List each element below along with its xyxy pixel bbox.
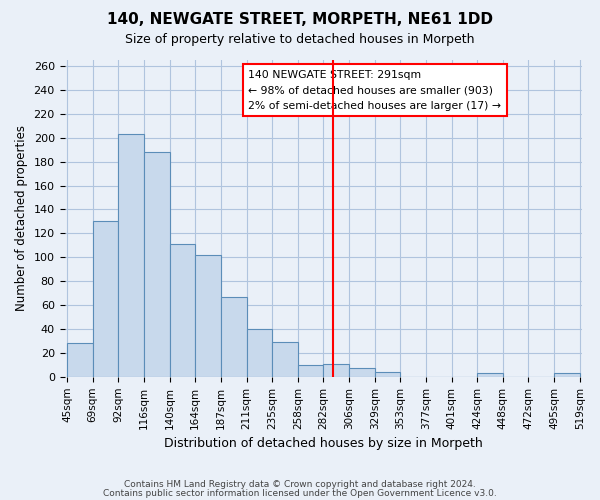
- Bar: [170, 244, 195, 377]
- Bar: [247, 329, 272, 377]
- Bar: [221, 296, 247, 377]
- Bar: [477, 373, 503, 377]
- Bar: [298, 365, 323, 377]
- Text: Contains public sector information licensed under the Open Government Licence v3: Contains public sector information licen…: [103, 489, 497, 498]
- X-axis label: Distribution of detached houses by size in Morpeth: Distribution of detached houses by size …: [164, 437, 483, 450]
- Text: Contains HM Land Registry data © Crown copyright and database right 2024.: Contains HM Land Registry data © Crown c…: [124, 480, 476, 489]
- Text: 140, NEWGATE STREET, MORPETH, NE61 1DD: 140, NEWGATE STREET, MORPETH, NE61 1DD: [107, 12, 493, 28]
- Text: 140 NEWGATE STREET: 291sqm
← 98% of detached houses are smaller (903)
2% of semi: 140 NEWGATE STREET: 291sqm ← 98% of deta…: [248, 70, 502, 110]
- Bar: [554, 373, 580, 377]
- Bar: [118, 134, 144, 377]
- Bar: [374, 372, 400, 377]
- Bar: [349, 368, 374, 377]
- Bar: [323, 364, 349, 377]
- Text: Size of property relative to detached houses in Morpeth: Size of property relative to detached ho…: [125, 32, 475, 46]
- Bar: [195, 255, 221, 377]
- Bar: [93, 222, 118, 377]
- Y-axis label: Number of detached properties: Number of detached properties: [15, 126, 28, 312]
- Bar: [272, 342, 298, 377]
- Bar: [144, 152, 170, 377]
- Bar: [67, 344, 93, 377]
